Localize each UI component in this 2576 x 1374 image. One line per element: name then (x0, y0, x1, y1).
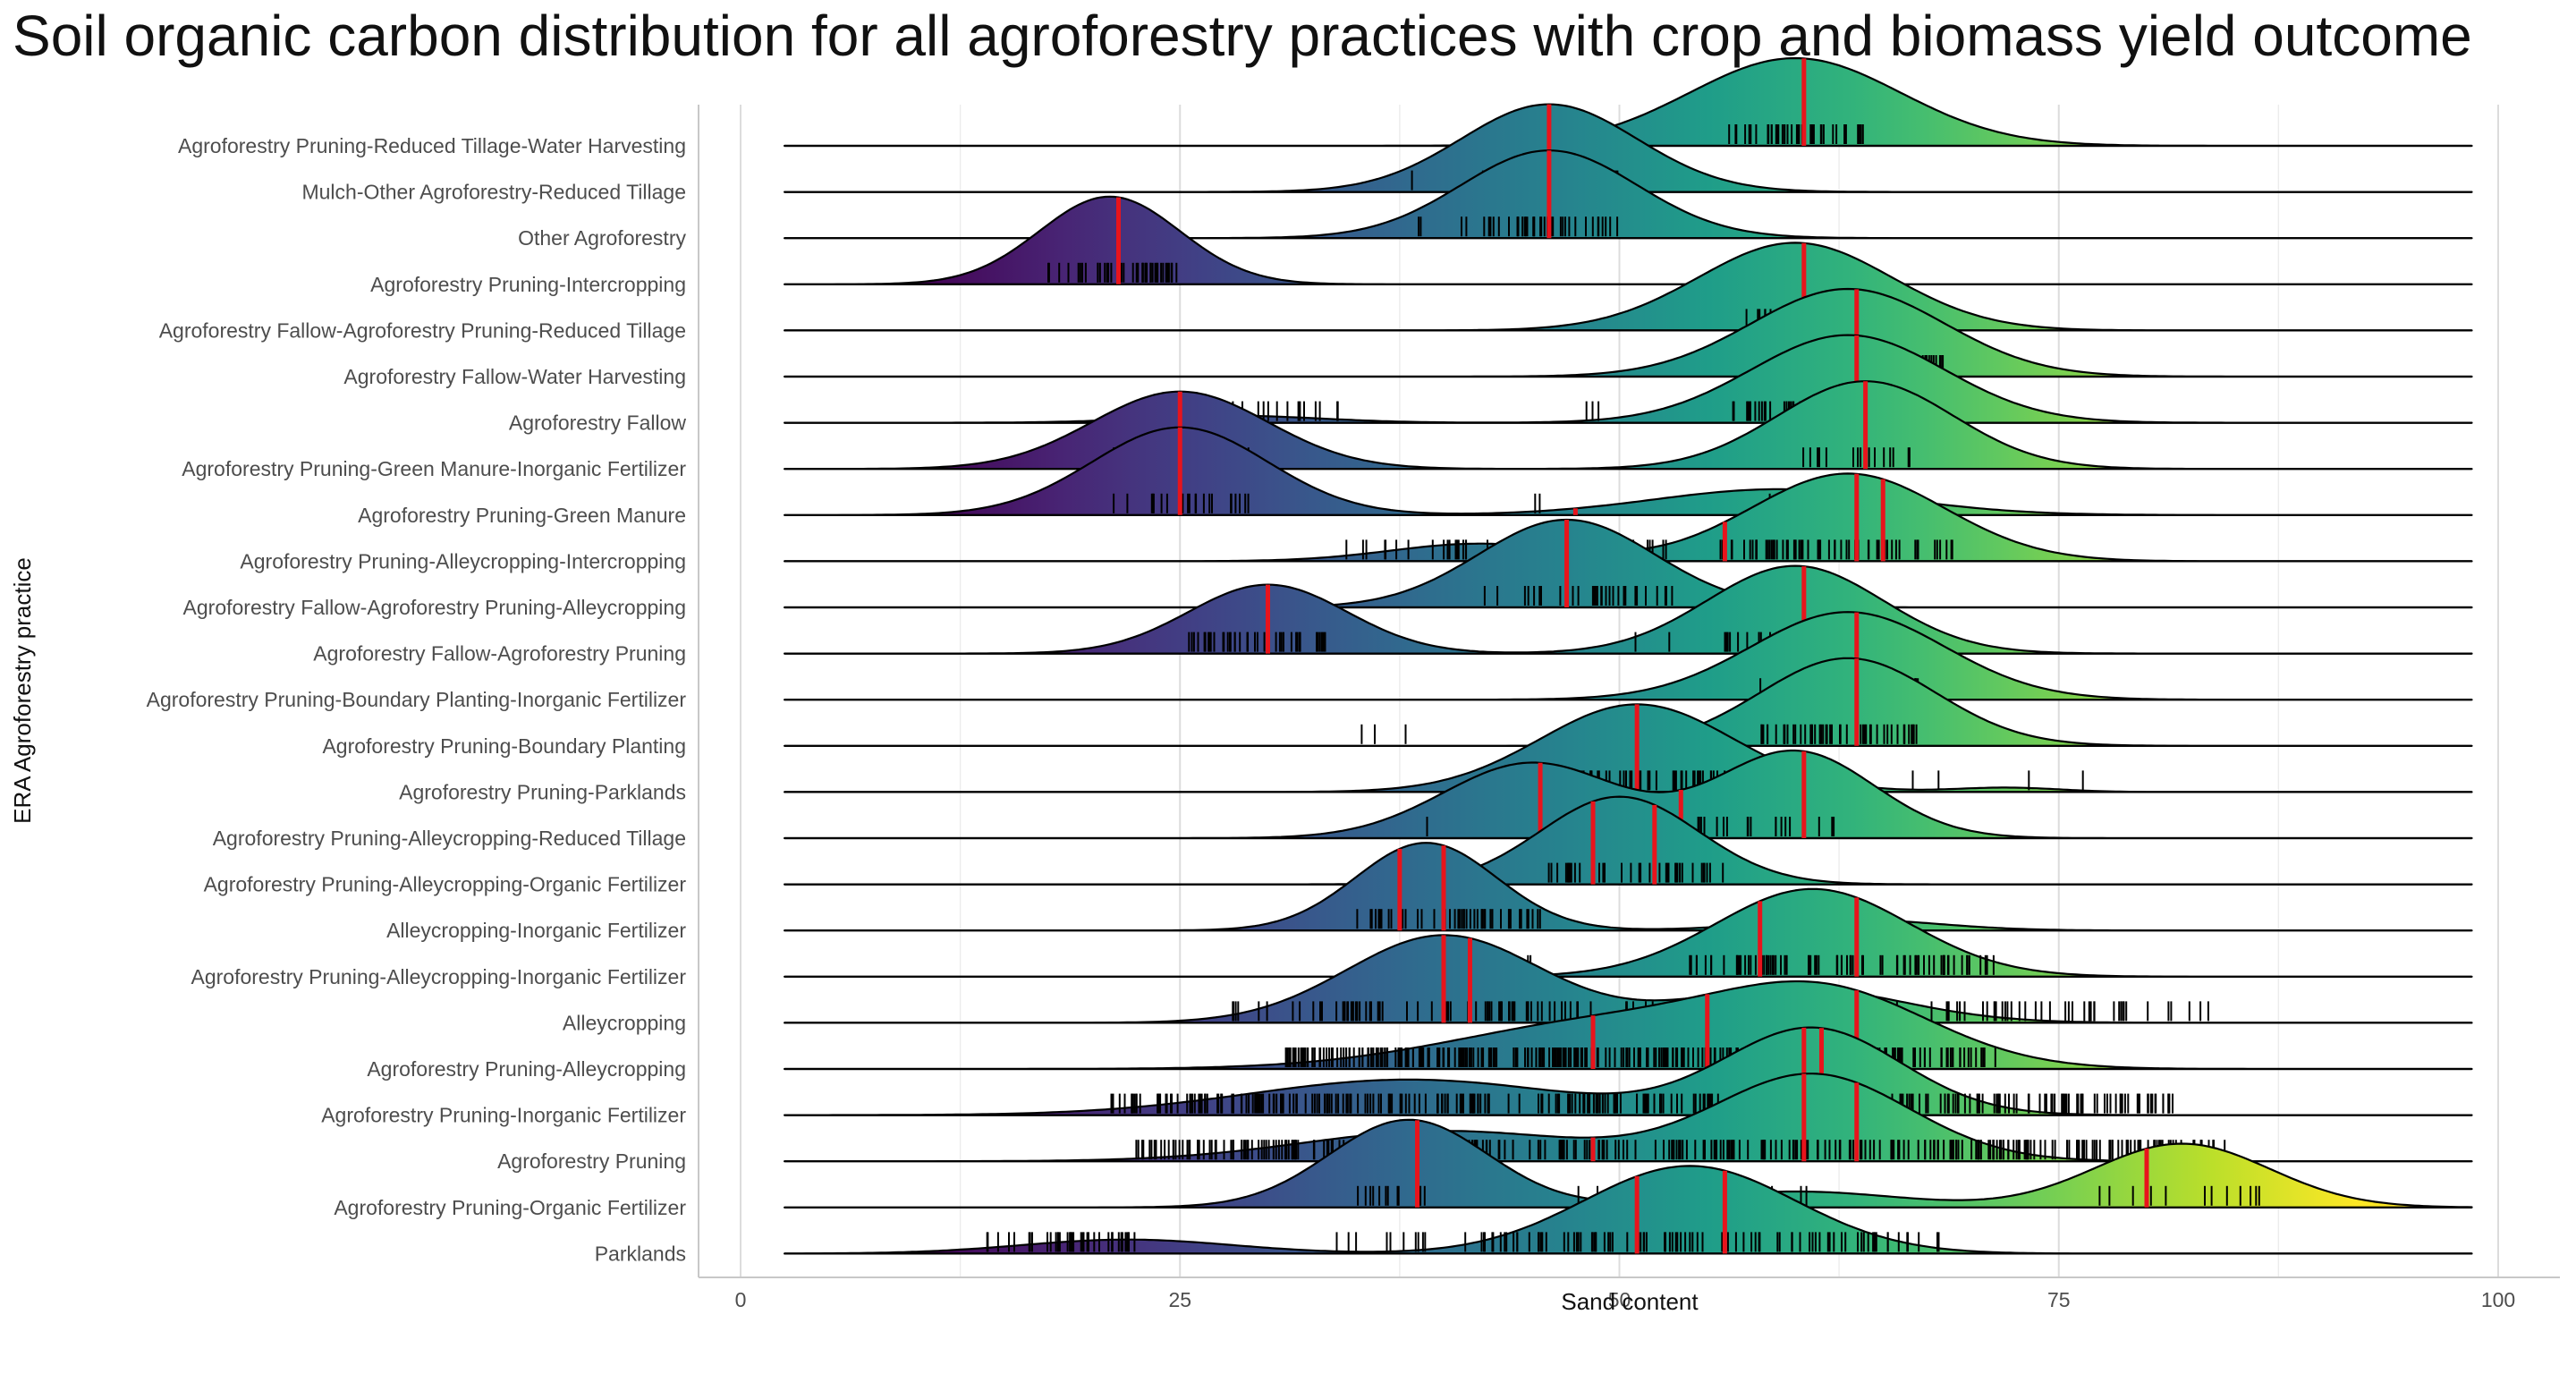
y-tick-label: Agroforestry Pruning-Green Manure (358, 504, 686, 527)
density-ridge (784, 380, 2473, 471)
y-tick-label: Agroforestry Pruning-Reduced Tillage-Wat… (178, 134, 686, 157)
y-axis-title: ERA Agroforestry practice (9, 557, 36, 824)
y-tick-label: Agroforestry Pruning (497, 1149, 686, 1173)
y-tick-label: Agroforestry Fallow-Agroforestry Pruning… (183, 596, 686, 619)
y-tick-label: Agroforestry Pruning-Alleycropping-Inorg… (191, 965, 686, 988)
y-tick-label: Alleycropping (563, 1011, 686, 1034)
density-ridge (784, 795, 2473, 886)
ridge-row (784, 380, 2473, 471)
y-tick-label: Agroforestry Fallow-Agroforestry Pruning… (159, 318, 686, 342)
x-tick-labels: 0 25 50 75 100 (735, 1288, 2516, 1311)
axes-layer (698, 105, 2560, 1278)
y-tick-label: Agroforestry Fallow (509, 411, 687, 435)
density-ridge (784, 334, 2473, 424)
x-tick-label: 0 (735, 1288, 747, 1311)
density-ridge (784, 518, 2473, 609)
ridge-row (784, 795, 2473, 886)
y-tick-label: Alleycropping-Inorganic Fertilizer (386, 919, 686, 942)
ridge-row (784, 611, 2473, 701)
ridge-row (784, 195, 2473, 285)
y-tick-label: Agroforestry Fallow-Water Harvesting (343, 365, 686, 388)
y-tick-label: Agroforestry Pruning-Alleycropping-Inter… (240, 549, 686, 572)
density-ridge (784, 426, 2473, 516)
y-tick-label: Agroforestry Pruning-Organic Fertilizer (334, 1196, 686, 1219)
y-tick-labels: Agroforestry Pruning-Reduced Tillage-Wat… (147, 134, 687, 1265)
y-tick-label: Agroforestry Pruning-Intercropping (370, 273, 686, 296)
x-axis-title: Sand content (1561, 1288, 1699, 1315)
y-tick-label: Agroforestry Pruning-Alleycropping (367, 1057, 686, 1081)
y-tick-label: Agroforestry Pruning-Inorganic Fertilize… (321, 1104, 686, 1127)
y-tick-label: Other Agroforestry (518, 226, 686, 250)
y-tick-label: Mulch-Other Agroforestry-Reduced Tillage (301, 181, 686, 204)
ridge-row (784, 887, 2473, 978)
y-tick-label: Agroforestry Pruning-Boundary Planting-I… (147, 688, 687, 711)
density-ridge (784, 287, 2473, 378)
ridge-row (784, 703, 2473, 793)
y-tick-label: Agroforestry Pruning-Green Manure-Inorga… (182, 457, 686, 480)
density-ridge (784, 611, 2473, 701)
ridge-row (784, 518, 2473, 609)
x-tick-label: 25 (1168, 1288, 1191, 1311)
y-tick-label: Agroforestry Pruning-Parklands (399, 780, 686, 803)
x-tick-label: 50 (1608, 1288, 1631, 1311)
ridge-row (784, 287, 2473, 378)
y-tick-label: Agroforestry Pruning-Boundary Planting (322, 734, 686, 758)
ridge-row (784, 980, 2473, 1071)
x-tick-label: 100 (2481, 1288, 2515, 1311)
ridge-row (784, 1165, 2473, 1255)
x-tick-label: 75 (2047, 1288, 2071, 1311)
density-ridge (784, 703, 2473, 793)
y-tick-label: Agroforestry Fallow-Agroforestry Pruning (313, 642, 686, 666)
density-ridge (784, 887, 2473, 978)
ridge-row (784, 334, 2473, 424)
y-tick-label: Agroforestry Pruning-Alleycropping-Reduc… (213, 827, 686, 850)
ridge-row (784, 426, 2473, 516)
chart-title: Soil organic carbon distribution for all… (13, 4, 2472, 68)
y-tick-label: Agroforestry Pruning-Alleycropping-Organ… (204, 873, 687, 896)
ridges-layer (784, 56, 2473, 1255)
y-tick-label: Parklands (595, 1242, 686, 1265)
ridge-row (784, 842, 2473, 932)
